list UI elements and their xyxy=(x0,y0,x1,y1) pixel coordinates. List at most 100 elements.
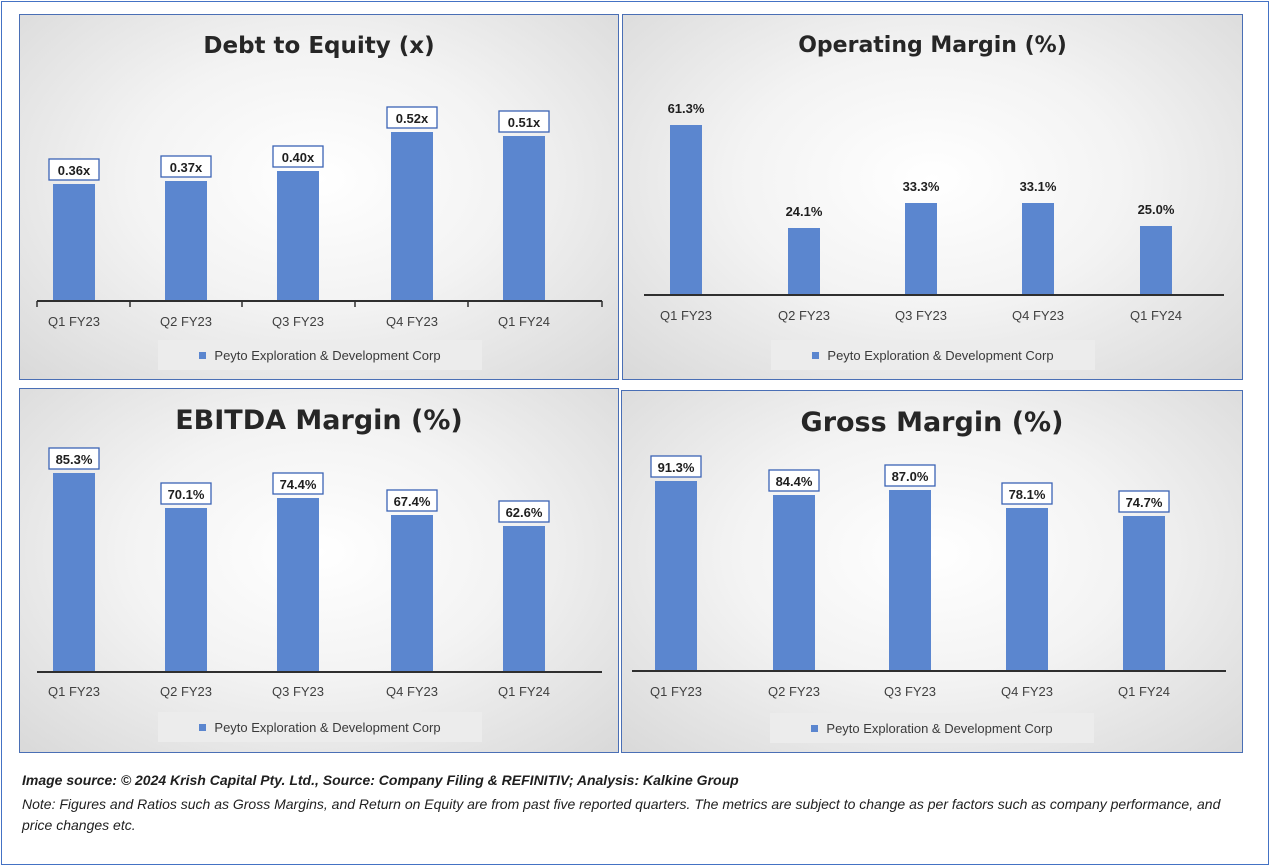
bar xyxy=(905,203,937,295)
bar xyxy=(1022,203,1054,295)
data-label: 33.3% xyxy=(903,179,940,194)
data-label-box xyxy=(884,464,936,487)
data-label-box xyxy=(272,472,324,495)
gross-margin-chart: 91.3% Q1 FY23 84.4% Q2 FY23 87.0% Q3 FY23 78.1… xyxy=(632,455,1226,699)
legend-swatch xyxy=(199,723,207,731)
data-label: 62.6% xyxy=(506,505,543,520)
x-tick-label: Q4 FY23 xyxy=(1012,308,1064,323)
bar xyxy=(1006,508,1048,671)
x-tick-label: Q3 FY23 xyxy=(895,308,947,323)
legend-swatch xyxy=(199,351,207,359)
debt-to-equity-chart-panel: Debt to Equity (x) 0.36x Q1 FY23 0.37x Q2 F… xyxy=(19,14,619,380)
ebitda-margin-chart-panel: EBITDA Margin (%) 85.3% Q1 FY23 70.1% Q2 FY… xyxy=(19,388,619,753)
x-tick-label: Q1 FY24 xyxy=(1118,684,1170,699)
bar xyxy=(165,181,207,301)
data-label: 25.0% xyxy=(1138,202,1175,217)
x-tick-label: Q1 FY23 xyxy=(650,684,702,699)
bar xyxy=(1123,516,1165,671)
x-tick-label: Q1 FY24 xyxy=(498,314,550,329)
chart-title: Operating Margin (%) xyxy=(798,33,1067,58)
x-tick-label: Q2 FY23 xyxy=(768,684,820,699)
bar xyxy=(889,490,931,671)
chart-legend: Peyto Exploration & Development Corp xyxy=(158,340,482,370)
data-label-box xyxy=(1001,482,1053,505)
x-tick-label: Q3 FY23 xyxy=(884,684,936,699)
x-tick-label: Q2 FY23 xyxy=(160,684,212,699)
data-label-box xyxy=(48,158,100,181)
data-label: 0.52x xyxy=(396,111,429,126)
data-label: 0.40x xyxy=(282,150,315,165)
data-label: 0.37x xyxy=(170,160,203,175)
x-tick-label: Q4 FY23 xyxy=(386,314,438,329)
legend-swatch xyxy=(811,724,819,732)
data-label: 33.1% xyxy=(1020,179,1057,194)
data-label: 74.4% xyxy=(280,477,317,492)
bar xyxy=(1140,226,1172,295)
x-tick-label: Q1 FY23 xyxy=(660,308,712,323)
data-label: 91.3% xyxy=(658,460,695,475)
bar xyxy=(165,508,207,672)
data-label-box xyxy=(48,447,100,470)
x-tick-label: Q4 FY23 xyxy=(1001,684,1053,699)
bar xyxy=(277,498,319,672)
data-label: 84.4% xyxy=(776,474,813,489)
bar xyxy=(53,473,95,672)
bar xyxy=(503,136,545,301)
data-label-box xyxy=(386,489,438,512)
chart-title: Gross Margin (%) xyxy=(800,407,1064,438)
gross-margin-chart-panel: Gross Margin (%) 91.3% Q1 FY23 84.4% Q2 FY2… xyxy=(621,390,1243,753)
x-tick-label: Q2 FY23 xyxy=(160,314,212,329)
chart-legend: Peyto Exploration & Development Corp xyxy=(771,340,1095,370)
x-tick-label: Q3 FY23 xyxy=(272,314,324,329)
legend-swatch xyxy=(812,351,820,359)
data-label-box xyxy=(272,145,324,168)
chart-legend: Peyto Exploration & Development Corp xyxy=(158,712,482,742)
footnote-text: Note: Figures and Ratios such as Gross M… xyxy=(22,796,1221,833)
data-label: 24.1% xyxy=(786,204,823,219)
data-label-box xyxy=(160,482,212,505)
x-tick-label: Q3 FY23 xyxy=(272,684,324,699)
data-label: 61.3% xyxy=(668,101,705,116)
data-label-box xyxy=(498,500,550,523)
x-tick-label: Q4 FY23 xyxy=(386,684,438,699)
data-label: 0.51x xyxy=(508,115,541,130)
data-label-box xyxy=(1118,490,1170,513)
x-tick-label: Q1 FY24 xyxy=(498,684,550,699)
bar xyxy=(788,228,820,295)
data-label-box xyxy=(650,455,702,478)
data-label: 85.3% xyxy=(56,452,93,467)
bar xyxy=(503,526,545,672)
legend-label: Peyto Exploration & Development Corp xyxy=(214,719,441,735)
data-label-box xyxy=(768,469,820,492)
data-label: 67.4% xyxy=(394,494,431,509)
x-tick-label: Q2 FY23 xyxy=(778,308,830,323)
bar xyxy=(391,515,433,672)
operating-margin-chart: 61.3% Q1 FY23 24.1% Q2 FY23 33.3% Q3 FY23 33.1… xyxy=(644,101,1224,323)
data-label: 78.1% xyxy=(1009,487,1046,502)
debt-to-equity-chart: 0.36x Q1 FY23 0.37x Q2 FY23 0.40x Q3 FY23 0.52… xyxy=(36,106,603,329)
chart-legend: Peyto Exploration & Development Corp xyxy=(770,713,1094,743)
legend-label: Peyto Exploration & Development Corp xyxy=(827,347,1054,363)
data-label-box xyxy=(386,106,438,129)
chart-title: EBITDA Margin (%) xyxy=(175,405,463,436)
data-label-box xyxy=(160,155,212,178)
chart-title: Debt to Equity (x) xyxy=(203,33,435,59)
bar xyxy=(773,495,815,671)
bar xyxy=(53,184,95,301)
legend-label: Peyto Exploration & Development Corp xyxy=(826,720,1053,736)
bar xyxy=(655,481,697,671)
image-source-text: Image source: © 2024 Krish Capital Pty. … xyxy=(22,772,739,788)
data-label: 74.7% xyxy=(1126,495,1163,510)
ebitda-margin-chart: 85.3% Q1 FY23 70.1% Q2 FY23 74.4% Q3 FY23 67.4… xyxy=(37,447,602,699)
legend-label: Peyto Exploration & Development Corp xyxy=(214,347,441,363)
data-label: 0.36x xyxy=(58,163,91,178)
x-tick-label: Q1 FY24 xyxy=(1130,308,1182,323)
bar xyxy=(391,132,433,301)
data-label: 87.0% xyxy=(892,469,929,484)
operating-margin-chart-panel: Operating Margin (%) 61.3% Q1 FY23 24.1% Q2… xyxy=(622,14,1243,380)
x-tick-label: Q1 FY23 xyxy=(48,314,100,329)
bar xyxy=(670,125,702,295)
bar xyxy=(277,171,319,301)
x-tick-label: Q1 FY23 xyxy=(48,684,100,699)
